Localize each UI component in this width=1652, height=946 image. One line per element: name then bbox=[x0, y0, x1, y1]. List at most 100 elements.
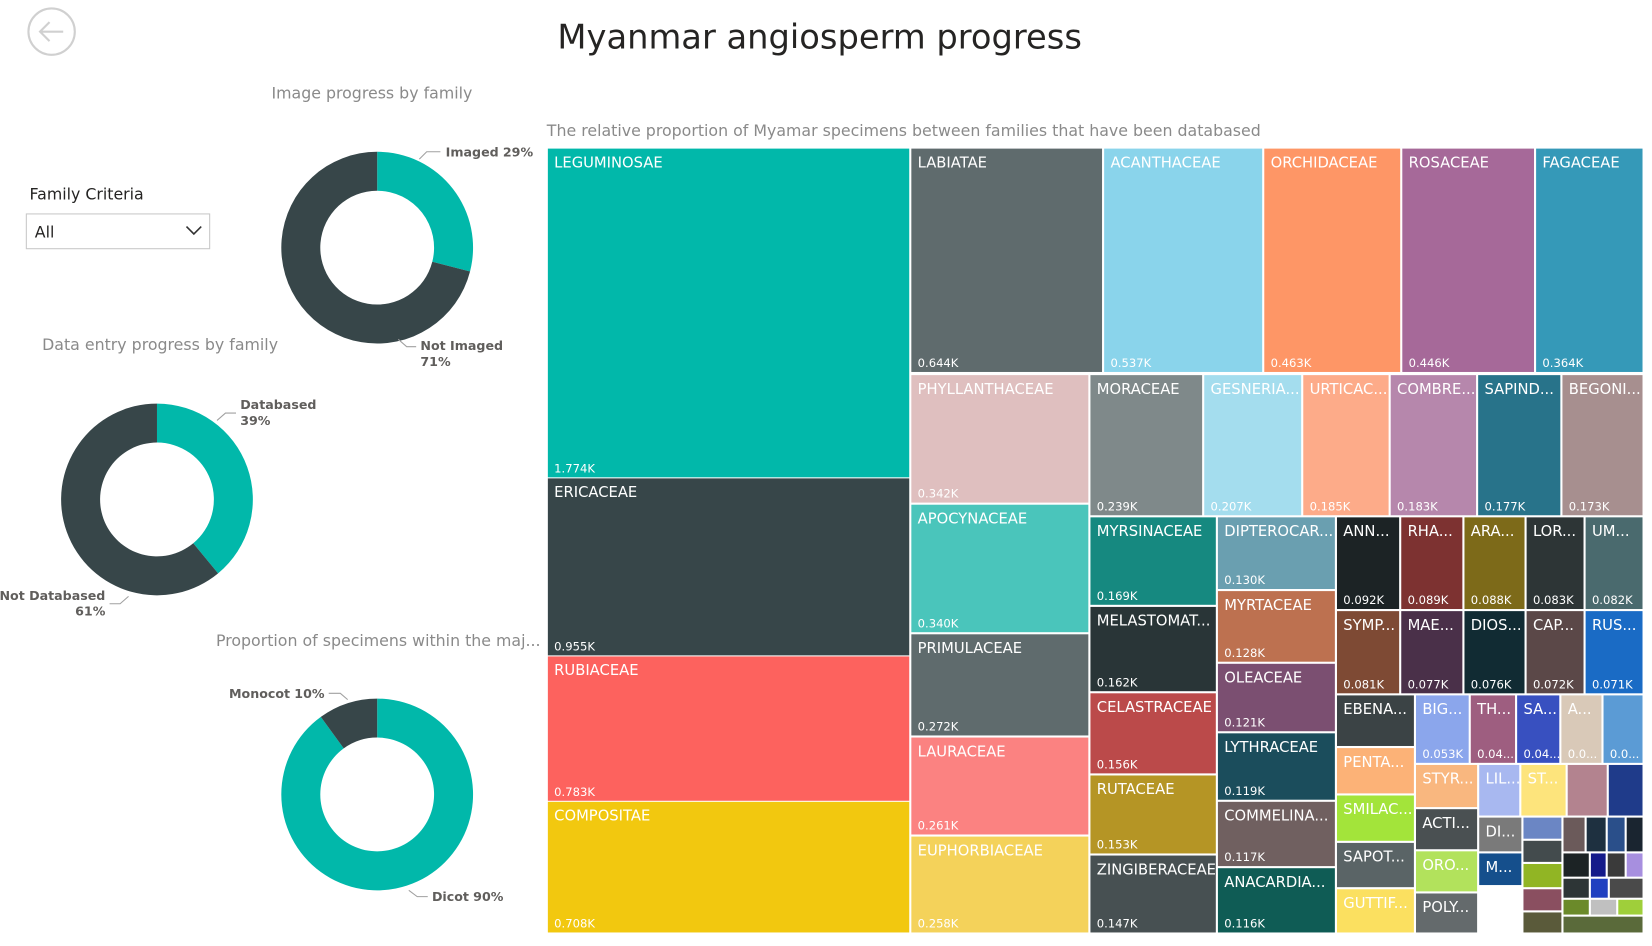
back-button[interactable] bbox=[27, 7, 76, 56]
cell-label: GESNERIA... bbox=[1211, 381, 1300, 398]
cell-label: LEGUMINOSAE bbox=[554, 154, 663, 171]
cell-label: ACTI... bbox=[1422, 815, 1470, 832]
treemap-rect bbox=[1521, 764, 1566, 816]
cell-value: 0.446K bbox=[1409, 356, 1450, 370]
treemap-cell: ACTI... bbox=[1416, 809, 1478, 850]
treemap-rect bbox=[1526, 517, 1584, 610]
treemap-cell: ORCHIDACEAE 0.463K bbox=[1264, 148, 1401, 372]
treemap-rect bbox=[1336, 795, 1414, 841]
cell-label: A... bbox=[1568, 701, 1592, 718]
cell-value: 0.053K bbox=[1422, 747, 1463, 761]
back-circle[interactable] bbox=[27, 7, 76, 56]
page-title: Myanmar angiosperm progress bbox=[557, 18, 1081, 57]
cell-label: STYR... bbox=[1422, 771, 1473, 788]
cell-label: RHA... bbox=[1408, 523, 1453, 540]
dropdown-chevron[interactable] bbox=[185, 226, 202, 236]
cell-value: 0.156K bbox=[1097, 757, 1138, 771]
cell-value: 0.117K bbox=[1224, 850, 1265, 864]
cell-value: 0.183K bbox=[1397, 499, 1438, 513]
cell-value: 0.239K bbox=[1097, 499, 1138, 513]
treemap-rect bbox=[1217, 591, 1335, 662]
cell-label: BEGONI... bbox=[1569, 381, 1641, 398]
cell-label: OLEACEAE bbox=[1224, 670, 1302, 687]
cell-value: 0.0... bbox=[1610, 747, 1639, 761]
cell-label: URTICAC... bbox=[1310, 381, 1388, 398]
treemap-small-cell bbox=[1567, 764, 1607, 816]
treemap-rect bbox=[1603, 695, 1643, 763]
cell-value: 0.169K bbox=[1097, 589, 1138, 603]
treemap-small-cell bbox=[1523, 817, 1562, 839]
treemap-rect bbox=[1416, 851, 1478, 892]
cell-label: RUBIACEAE bbox=[554, 662, 638, 679]
donut-slice bbox=[281, 698, 474, 891]
treemap-small-cell bbox=[1523, 889, 1562, 911]
treemap-rect bbox=[1336, 611, 1400, 694]
donut-label-name: Dicot bbox=[432, 889, 469, 904]
treemap-cell: ORO... bbox=[1416, 851, 1478, 892]
treemap-rect bbox=[1204, 375, 1302, 516]
treemap-cell: SA... 0.04... bbox=[1517, 695, 1560, 763]
treemap-cell: STYR... bbox=[1416, 764, 1478, 808]
leader-line bbox=[418, 151, 441, 160]
cell-label: LIL... bbox=[1486, 771, 1521, 788]
back-arrow[interactable] bbox=[38, 21, 64, 42]
cell-value: 0.076K bbox=[1471, 677, 1512, 691]
cell-label: MAE... bbox=[1408, 617, 1454, 634]
cell-label: PENTA... bbox=[1343, 754, 1404, 771]
cell-value: 0.207K bbox=[1211, 499, 1252, 513]
donut-title: Data entry progress by family bbox=[42, 335, 278, 354]
treemap-cell: COMBRE... 0.183K bbox=[1390, 375, 1477, 516]
treemap-rect bbox=[1479, 817, 1522, 852]
cell-label: LYTHRACEAE bbox=[1224, 739, 1318, 756]
cell-value: 0.128K bbox=[1224, 646, 1265, 660]
cell-value: 0.153K bbox=[1097, 838, 1138, 852]
treemap-rect bbox=[911, 737, 1089, 835]
cell-label: DI... bbox=[1486, 823, 1516, 840]
cell-label: TH... bbox=[1476, 701, 1511, 718]
dropdown-box[interactable] bbox=[25, 213, 211, 250]
treemap-small-cell bbox=[1607, 817, 1625, 852]
cell-value: 0.185K bbox=[1310, 499, 1351, 513]
cell-value: 0.147K bbox=[1097, 917, 1138, 931]
treemap-rect bbox=[911, 375, 1089, 503]
leader-line bbox=[408, 889, 428, 898]
treemap-tail bbox=[1523, 764, 1643, 933]
cell-label: M... bbox=[1486, 859, 1513, 876]
treemap-cell: ARA... 0.088K bbox=[1464, 517, 1525, 610]
treemap-rect bbox=[1479, 853, 1522, 886]
treemap-cell: LYTHRACEAE 0.119K bbox=[1217, 733, 1335, 800]
cell-label: COMMELINA... bbox=[1224, 808, 1328, 825]
cell-value: 0.089K bbox=[1408, 593, 1449, 607]
treemap-rect bbox=[1090, 517, 1216, 605]
treemap-cell: 0.0... bbox=[1603, 695, 1643, 763]
cell-label: FAGACEAE bbox=[1542, 154, 1619, 171]
dropdown-value[interactable]: All bbox=[35, 222, 55, 241]
treemap-rect bbox=[1402, 148, 1534, 372]
slicer-label: Family Criteria bbox=[30, 184, 144, 203]
treemap-cell: RUTACEAE 0.153K bbox=[1090, 775, 1216, 854]
treemap-rect bbox=[1217, 868, 1335, 933]
cell-label: ERICACEAE bbox=[554, 484, 637, 501]
donut-label-value: 61% bbox=[75, 604, 106, 619]
treemap-small-cell bbox=[1609, 878, 1643, 898]
cell-value: 0.340K bbox=[918, 616, 959, 630]
treemap-rect bbox=[1264, 148, 1401, 372]
treemap-cell: SYMP... 0.081K bbox=[1336, 611, 1400, 694]
treemap-cell: EUPHORBIACEAE 0.258K bbox=[911, 836, 1089, 933]
treemap-cell: A... 0.0... bbox=[1561, 695, 1602, 763]
cell-value: 0.119K bbox=[1224, 784, 1265, 798]
donut-slice bbox=[281, 151, 471, 344]
cell-value: 0.644K bbox=[918, 356, 959, 370]
treemap-rect bbox=[1562, 375, 1643, 516]
cell-value: 0.783K bbox=[554, 785, 595, 799]
donut-label-name: Imaged bbox=[446, 144, 499, 159]
donut-label-name: Not Imaged bbox=[420, 338, 503, 353]
slicer-dropdown[interactable]: All bbox=[25, 213, 211, 250]
treemap-cell: OLEACEAE 0.121K bbox=[1217, 663, 1335, 732]
cell-value: 0.162K bbox=[1097, 675, 1138, 689]
donut-title: Proportion of specimens within the maj..… bbox=[216, 631, 541, 650]
cell-value: 0.083K bbox=[1533, 593, 1574, 607]
treemap-title: The relative proportion of Myamar specim… bbox=[546, 121, 1261, 140]
treemap-rect bbox=[1390, 375, 1477, 516]
